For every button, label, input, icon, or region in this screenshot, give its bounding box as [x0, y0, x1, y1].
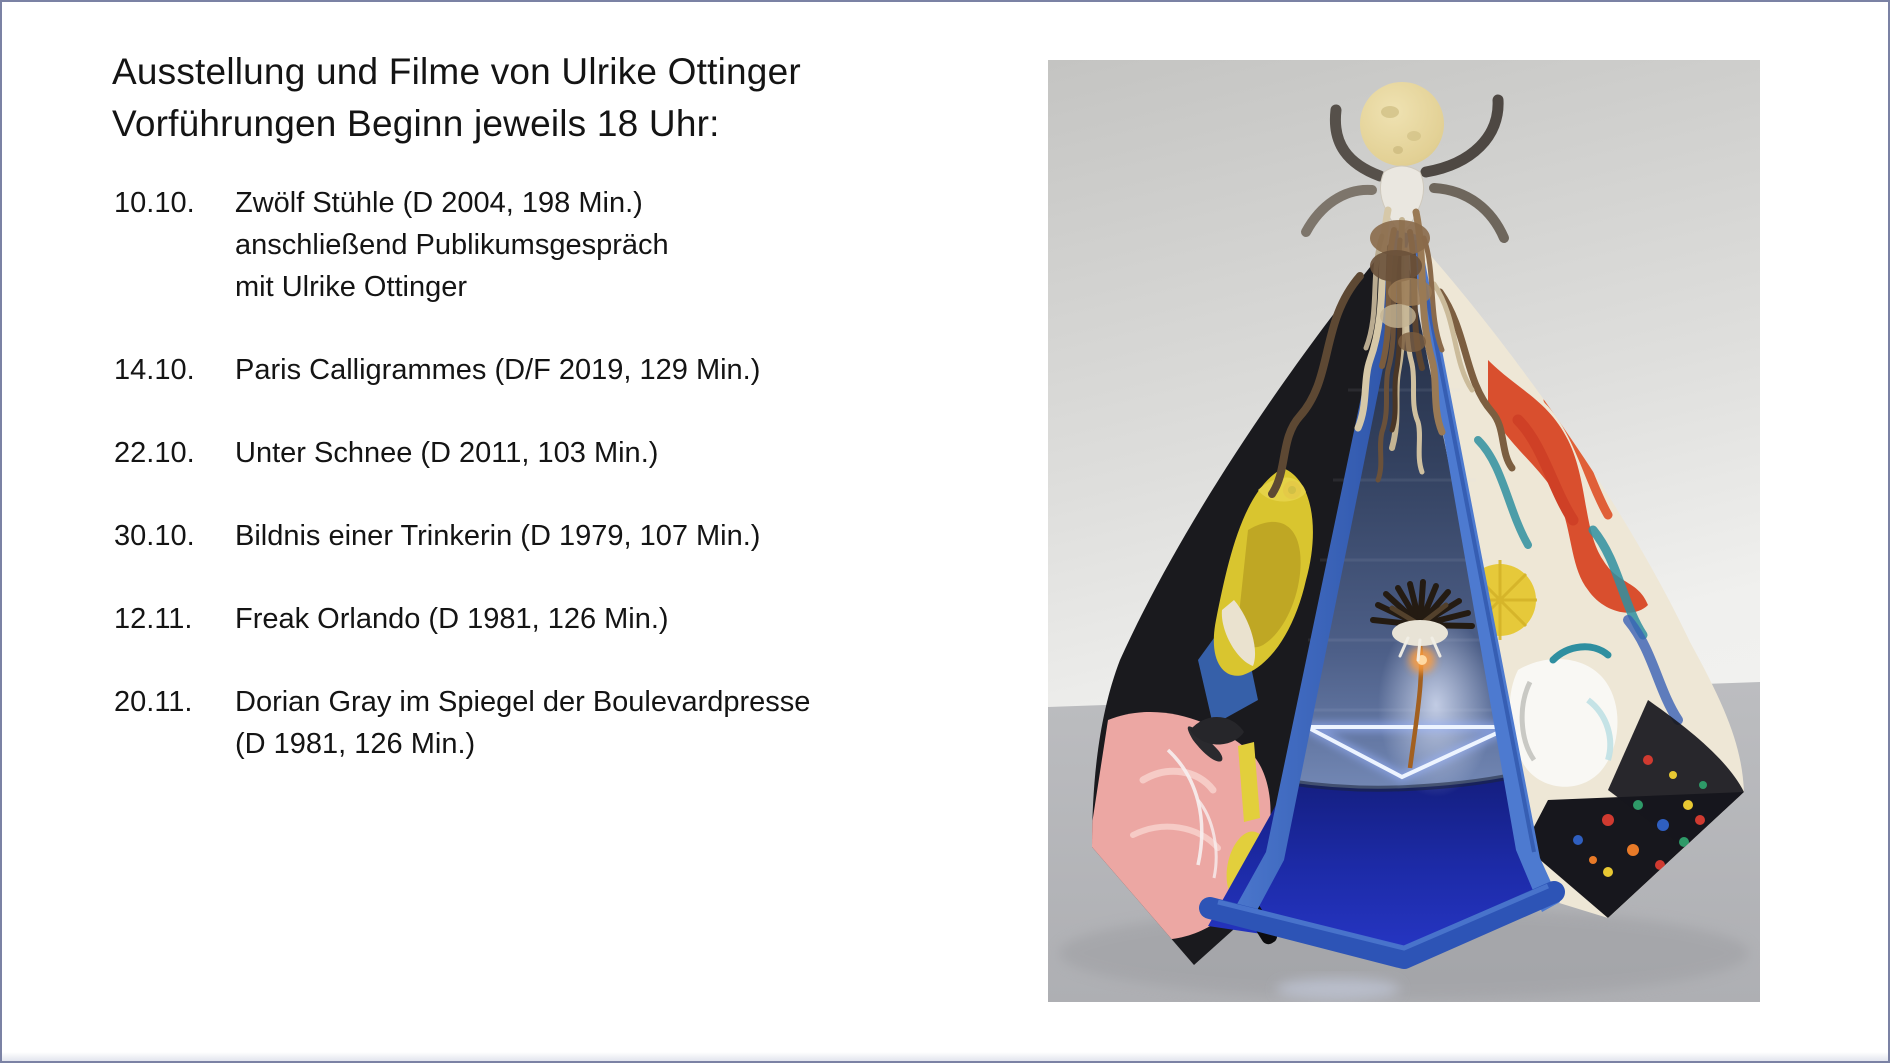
schedule-row: 12.11. Freak Orlando (D 1981, 126 Min.) — [114, 598, 984, 640]
schedule-row: 20.11. Dorian Gray im Spiegel der Boulev… — [114, 681, 984, 765]
screening-date: 20.11. — [114, 686, 193, 718]
screening-title-cont: (D 1981, 126 Min.) — [235, 728, 476, 760]
neon-triangle — [1304, 722, 1513, 783]
moon-sphere — [1360, 82, 1444, 166]
tepee-structure — [1092, 82, 1744, 969]
screening-title: Freak Orlando (D 1981, 126 Min.) — [235, 603, 669, 635]
schedule-row: 30.10. Bildnis einer Trinkerin (D 1979, … — [114, 515, 984, 557]
frame-bottom-bar — [1199, 881, 1565, 969]
schedule-row: 14.10. Paris Calligrammes (D/F 2019, 129… — [114, 349, 984, 391]
frame-right-shade — [1414, 239, 1536, 853]
schedule-row: 10.10. Zwölf Stühle (D 2004, 198 Min.) a… — [114, 182, 984, 308]
screening-title: Paris Calligrammes (D/F 2019, 129 Min.) — [235, 354, 761, 386]
floor-light-reflection — [1276, 978, 1400, 1000]
tendril-clumps — [1370, 220, 1432, 352]
screening-date: 22.10. — [114, 437, 195, 469]
screening-date: 12.11. — [114, 603, 193, 635]
horns — [1301, 94, 1509, 243]
bottom-border-strip — [2, 1052, 1888, 1061]
screening-title: Zwölf Stühle (D 2004, 198 Min.) — [235, 187, 643, 219]
paint-speckles — [1573, 755, 1707, 877]
title-line-1: Ausstellung und Filme von Ulrike Ottinge… — [112, 51, 801, 92]
apex-ornament — [1268, 82, 1516, 498]
screening-date: 14.10. — [114, 354, 195, 386]
carpet — [1208, 774, 1548, 955]
screening-note: anschließend Publikumsgespräch — [235, 229, 669, 261]
page-title: Ausstellung und Filme von Ulrike Ottinge… — [112, 46, 992, 150]
screening-title: Unter Schnee (D 2011, 103 Min.) — [235, 437, 659, 469]
schedule-row: 22.10. Unter Schnee (D 2011, 103 Min.) — [114, 432, 984, 474]
feather-fan — [1370, 579, 1475, 769]
installation-photo — [1048, 60, 1760, 1002]
screening-schedule: 10.10. Zwölf Stühle (D 2004, 198 Min.) a… — [114, 182, 984, 806]
screening-note: mit Ulrike Ottinger — [235, 271, 468, 303]
screening-date: 10.10. — [114, 187, 195, 219]
frame-bottom-highlight — [1217, 883, 1549, 951]
screening-title: Dorian Gray im Spiegel der Boulevardpres… — [235, 686, 811, 718]
title-line-2: Vorführungen Beginn jeweils 18 Uhr: — [112, 103, 720, 144]
screening-date: 30.10. — [114, 520, 195, 552]
curtain-hem — [1287, 773, 1513, 792]
installation-artwork — [1048, 60, 1760, 1002]
hanging-branch — [1268, 272, 1364, 498]
screening-title: Bildnis einer Trinkerin (D 1979, 107 Min… — [235, 520, 761, 552]
